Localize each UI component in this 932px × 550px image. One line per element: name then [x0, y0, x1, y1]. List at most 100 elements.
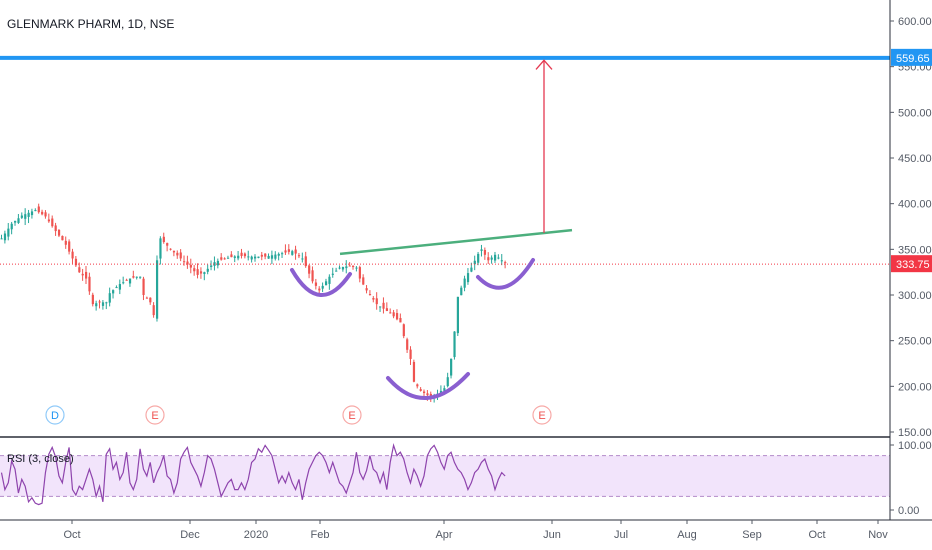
candle-body — [91, 294, 94, 305]
time-tick-label: 2020 — [244, 529, 268, 541]
candle-body — [112, 290, 115, 294]
candle-body — [243, 253, 247, 257]
price-tick-label: 600.00 — [898, 16, 932, 28]
candle-body — [321, 285, 324, 289]
candle-body — [287, 249, 290, 252]
candle-body — [88, 276, 91, 292]
candle-body — [368, 294, 372, 296]
candle-body — [247, 256, 250, 258]
candle-body — [456, 296, 459, 334]
candle-body — [453, 331, 456, 358]
candle-body — [125, 279, 128, 281]
candle-body — [57, 229, 61, 236]
candle-body — [382, 302, 385, 309]
candle-body — [365, 288, 368, 291]
candle-body — [210, 265, 213, 267]
price-tick-label: 200.00 — [898, 381, 932, 393]
candle-body — [379, 306, 382, 308]
event-marker-earnings — [145, 405, 165, 425]
time-axis[interactable]: Oct Dec 2020 Feb Apr Jun Jul Aug Sep Oct Nov — [63, 520, 888, 541]
price-tick-label: 350.00 — [898, 244, 932, 256]
candle-body — [358, 267, 361, 279]
time-tick-label: Oct — [808, 529, 825, 541]
left-shoulder-arc — [290, 268, 352, 297]
candle-body — [281, 253, 284, 255]
event-marker-label: D — [51, 410, 59, 422]
candle-body — [294, 249, 297, 254]
time-tick-label: Sep — [742, 529, 762, 541]
candle-body — [335, 270, 338, 272]
candle-body — [139, 276, 142, 278]
candle-body — [152, 305, 155, 316]
candle-body — [203, 272, 206, 274]
candle-body — [395, 313, 399, 320]
candle-body — [51, 218, 54, 227]
candle-body — [331, 273, 334, 275]
candle-body — [71, 251, 74, 259]
candle-body — [37, 206, 40, 213]
candlestick-series — [0, 203, 507, 403]
candle-body — [277, 253, 280, 256]
candle-body — [419, 389, 422, 391]
price-tick-label: 300.00 — [898, 290, 932, 302]
candle-body — [169, 248, 172, 250]
price-tick-label: 250.00 — [898, 336, 932, 348]
candle-body — [392, 312, 395, 317]
time-tick-label: Nov — [868, 529, 888, 541]
head-arc — [386, 372, 470, 400]
candle-body — [477, 253, 480, 263]
candle-body — [98, 301, 101, 303]
candle-body — [314, 282, 318, 286]
time-tick-label: Oct — [63, 529, 80, 541]
time-tick-label: Apr — [435, 529, 452, 541]
candle-body — [183, 261, 186, 263]
candle-body — [301, 258, 304, 260]
candle-body — [233, 256, 236, 258]
candle-body — [27, 212, 30, 217]
candle-body — [145, 297, 149, 299]
candle-body — [446, 377, 449, 387]
candle-body — [216, 260, 220, 266]
candle-body — [108, 293, 111, 303]
candle-body — [162, 236, 165, 243]
price-tick-label: 400.00 — [898, 199, 932, 211]
candle-body — [122, 282, 125, 284]
candle-body — [172, 250, 176, 253]
candle-body — [78, 267, 81, 273]
drawing-overlays — [0, 55, 890, 400]
candle-body — [450, 358, 453, 376]
last-price-tag: 333.75 — [891, 255, 932, 273]
candle-body — [54, 225, 57, 232]
rsi-series — [0, 443, 506, 506]
candle-body — [61, 235, 64, 241]
candle-body — [155, 260, 159, 319]
event-marker-label: E — [151, 410, 158, 422]
candle-body — [460, 287, 463, 296]
candle-body — [348, 265, 351, 267]
event-marker-earnings — [532, 405, 552, 425]
candle-body — [206, 268, 209, 272]
time-tick-label: Aug — [677, 529, 697, 541]
candle-body — [74, 258, 78, 266]
candle-body — [338, 267, 341, 269]
candle-body — [443, 388, 446, 391]
candle-body — [41, 211, 44, 215]
event-marker-dividend — [45, 405, 65, 425]
right-shoulder-arc — [476, 258, 535, 290]
candle-body — [250, 256, 253, 260]
price-axis[interactable]: 600.00550.00500.00450.00400.00350.00300.… — [890, 16, 932, 439]
time-tick-label: Feb — [311, 529, 330, 541]
candle-body — [297, 255, 301, 257]
candle-body — [463, 278, 466, 288]
candle-body — [47, 219, 51, 222]
candle-body — [260, 254, 263, 257]
candle-body — [142, 278, 145, 295]
candle-body — [226, 257, 230, 259]
candle-body — [135, 276, 138, 278]
candle-body — [328, 276, 331, 284]
candle-body — [426, 393, 429, 396]
candle-body — [176, 252, 179, 256]
projection-arrow-head — [535, 59, 553, 70]
candle-body — [159, 238, 162, 259]
